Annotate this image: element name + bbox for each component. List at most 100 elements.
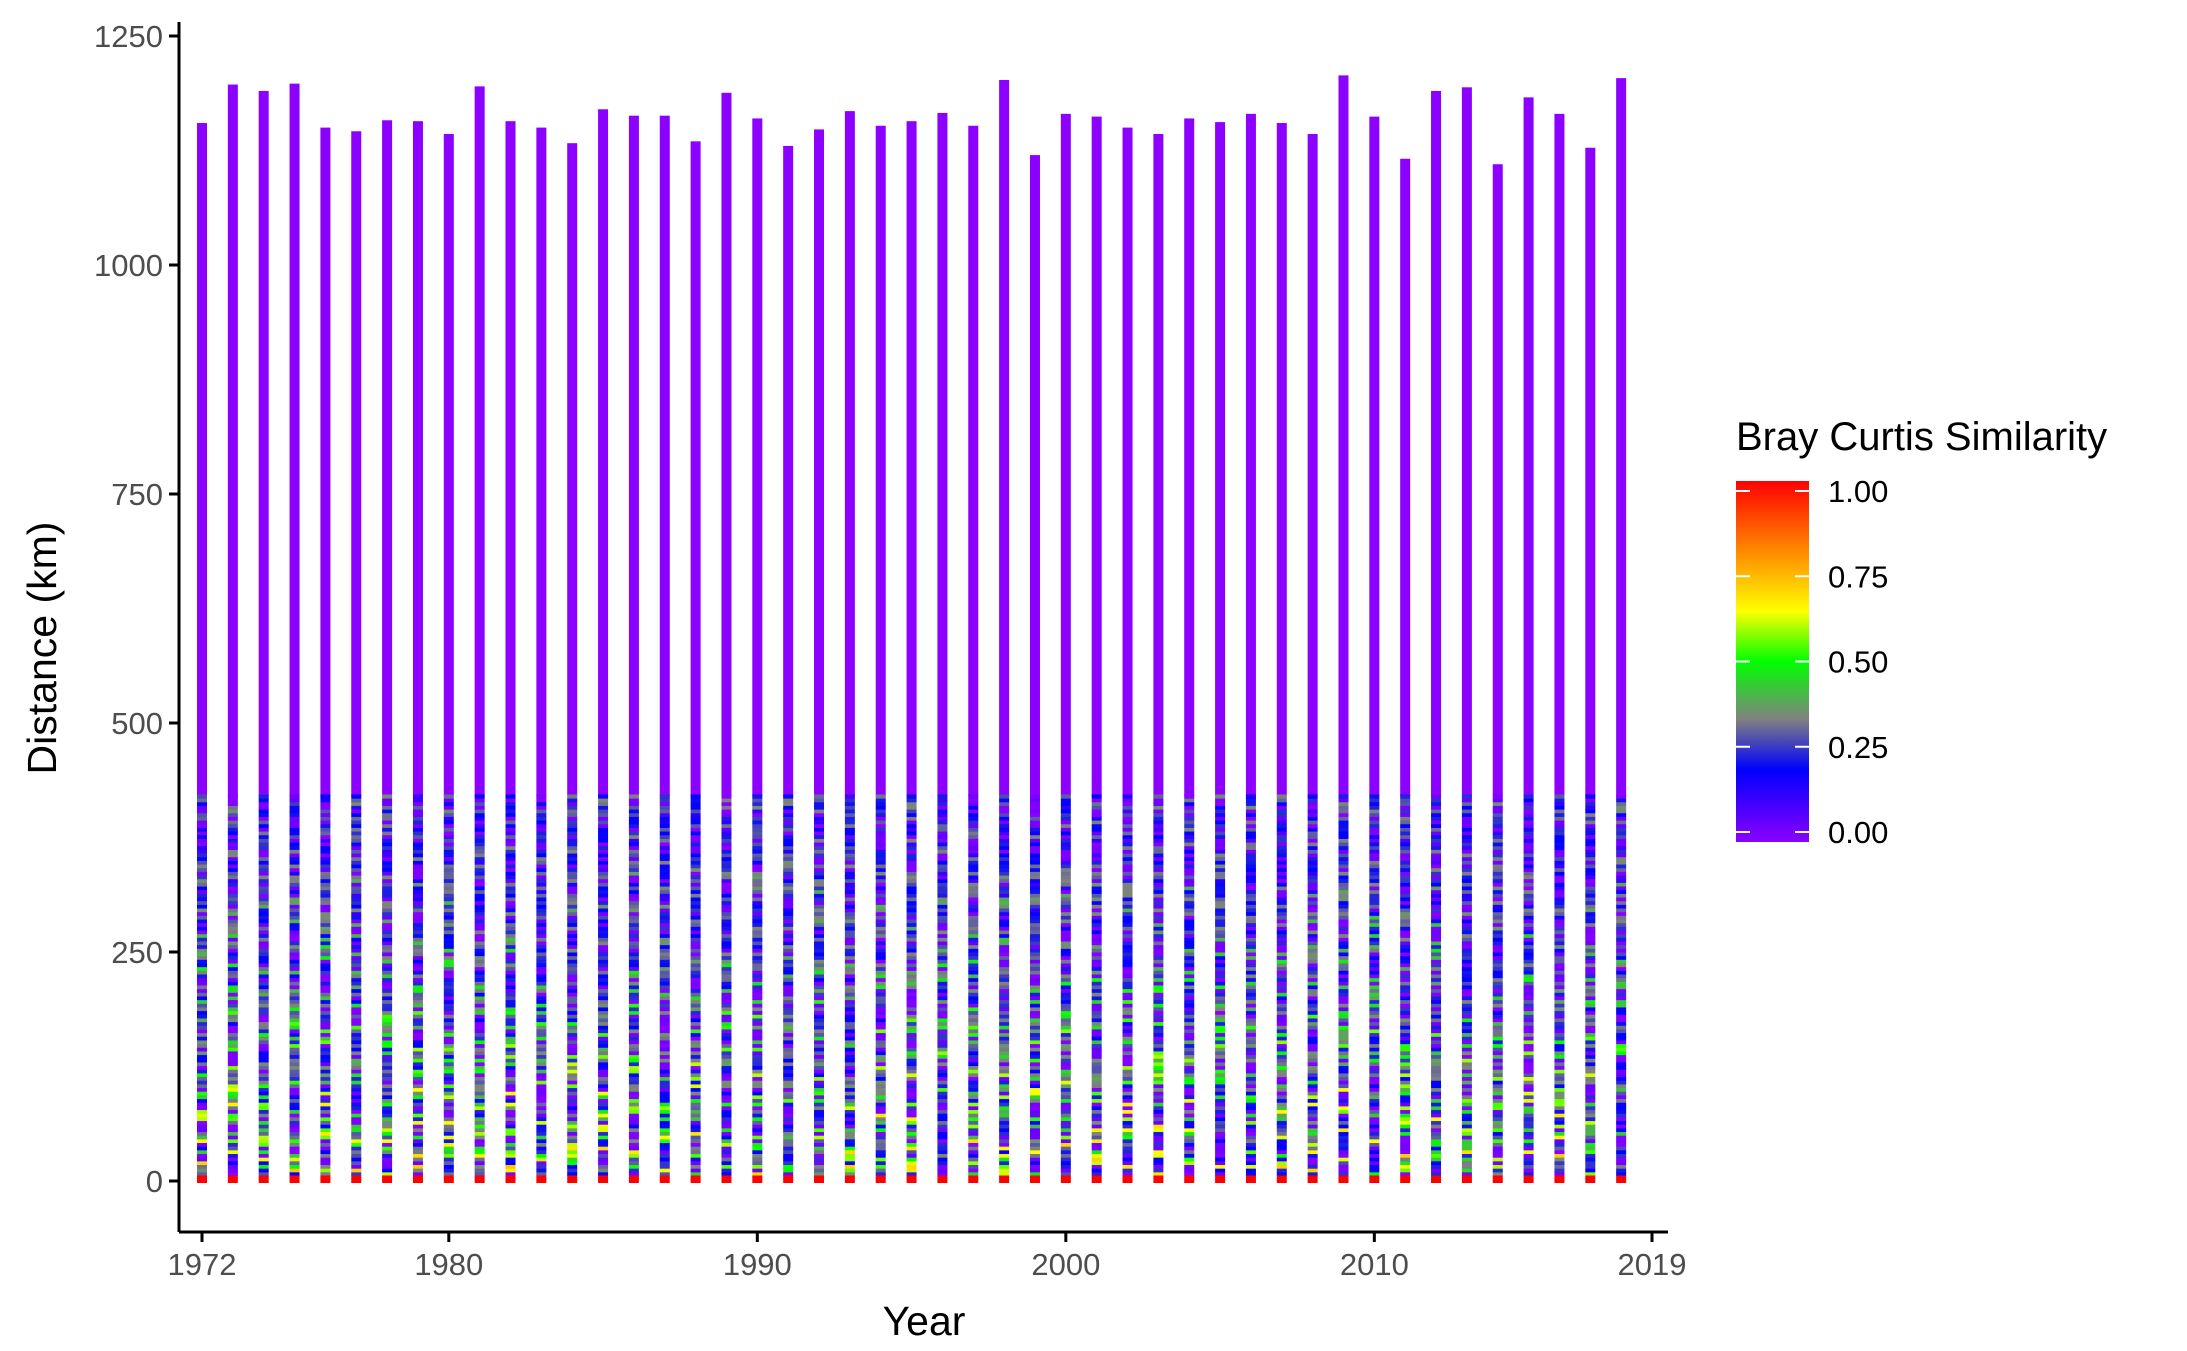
strip-cell (382, 1153, 393, 1158)
strip-cell (258, 1109, 269, 1114)
strip-cell (814, 948, 825, 953)
strip-cell (1029, 995, 1040, 1001)
strip-cell (1091, 1135, 1102, 1140)
strip-cell (968, 1091, 979, 1096)
strip-cell (1616, 904, 1627, 909)
strip-cell (1245, 1021, 1256, 1026)
strip-cell (1554, 1058, 1565, 1063)
strip-cell (1523, 820, 1534, 825)
strip-cell (752, 1050, 763, 1056)
strip-cell (906, 1102, 917, 1107)
strip-cell (289, 834, 300, 839)
strip-cell (1091, 838, 1102, 843)
strip-cell (1523, 845, 1534, 850)
strip-cell (567, 919, 578, 924)
strip-cell (1492, 900, 1503, 905)
strip-cell (1585, 962, 1596, 968)
strip-cell (1307, 893, 1318, 898)
strip-cell (628, 860, 639, 865)
strip-cell (968, 948, 979, 953)
year-strip-1988 (690, 141, 701, 1183)
strip-cell (690, 1094, 701, 1100)
strip-cell (289, 977, 300, 982)
strip-cell (999, 900, 1010, 905)
strip-cell (628, 915, 639, 920)
strip-cell (1585, 1113, 1596, 1118)
strip-cell (320, 948, 331, 953)
strip-cell (999, 1069, 1010, 1074)
strip-cell (412, 999, 423, 1004)
strip-cell (968, 856, 979, 861)
strip-cell (1184, 926, 1195, 931)
strip-cell (628, 878, 639, 883)
strip-cell (1245, 1146, 1256, 1151)
strip-cell (875, 973, 886, 979)
year-strip-2005 (1215, 122, 1226, 1183)
strip-cell (783, 948, 794, 953)
strip-cell (320, 1157, 331, 1162)
strip-cell (1245, 1153, 1256, 1158)
strip-cell (752, 1006, 763, 1012)
strip-cell (937, 820, 948, 825)
strip-cell (690, 794, 701, 799)
strip-cell (197, 1171, 207, 1177)
strip-cell (906, 981, 917, 986)
strip-cell (1400, 999, 1411, 1004)
strip-cell (1523, 1006, 1534, 1012)
strip-cell (906, 1120, 917, 1125)
strip-cell (197, 1153, 207, 1158)
strip-cell (906, 849, 917, 854)
strip-cell (1215, 948, 1226, 953)
strip-cell (875, 1109, 886, 1114)
strip-cell (752, 1061, 763, 1067)
strip-cell (844, 948, 855, 953)
strip-cell (968, 984, 979, 990)
strip-cell (1245, 919, 1256, 924)
strip-cell (1215, 816, 1226, 821)
strip-cell (227, 1116, 238, 1122)
strip-cell (783, 984, 794, 990)
strip-cell (1585, 827, 1596, 832)
strip-cell (1400, 922, 1411, 927)
strip-cell (289, 867, 300, 872)
strip-cell (289, 900, 300, 905)
strip-cell (1184, 1083, 1195, 1089)
strip-cell (598, 973, 609, 979)
strip-cell (1215, 1091, 1226, 1096)
strip-cell (412, 1006, 423, 1012)
strip-cell (1338, 911, 1349, 916)
strip-zero-cell (690, 1175, 701, 1183)
strip-cell (659, 1025, 670, 1030)
strip-cell (999, 1102, 1010, 1107)
strip-cell (1029, 838, 1040, 843)
strip-cell (1400, 1135, 1411, 1140)
strip-cell (505, 1135, 516, 1140)
strip-cell (227, 900, 238, 905)
strip-cell (1400, 1127, 1411, 1133)
strip-cell (844, 864, 855, 869)
strip-cell (567, 1076, 578, 1081)
strip-cell (320, 823, 331, 828)
strip-cell (1276, 1109, 1287, 1114)
strip-cell (1060, 1087, 1071, 1092)
strip-cell (1369, 1069, 1380, 1074)
strip-cell (1338, 973, 1349, 979)
strip-cell (1184, 1036, 1195, 1041)
strip-cell (844, 1098, 855, 1103)
strip-cell (474, 952, 485, 957)
strip-cell (999, 1072, 1010, 1078)
strip-cell (1338, 1025, 1349, 1030)
strip-cell (690, 1076, 701, 1081)
strip-cell (752, 1109, 763, 1114)
strip-cell (937, 856, 948, 861)
strip-cell (1554, 948, 1565, 953)
strip-cell (875, 845, 886, 850)
strip-cell (1122, 970, 1133, 975)
strip-cell (474, 842, 485, 847)
strip-cell (1369, 952, 1380, 957)
strip-cell (1029, 1102, 1040, 1107)
strip-zero-cell (382, 1175, 393, 1183)
strip-cell (690, 1109, 701, 1114)
strip-cell (443, 1032, 454, 1037)
strip-cell (289, 937, 300, 942)
